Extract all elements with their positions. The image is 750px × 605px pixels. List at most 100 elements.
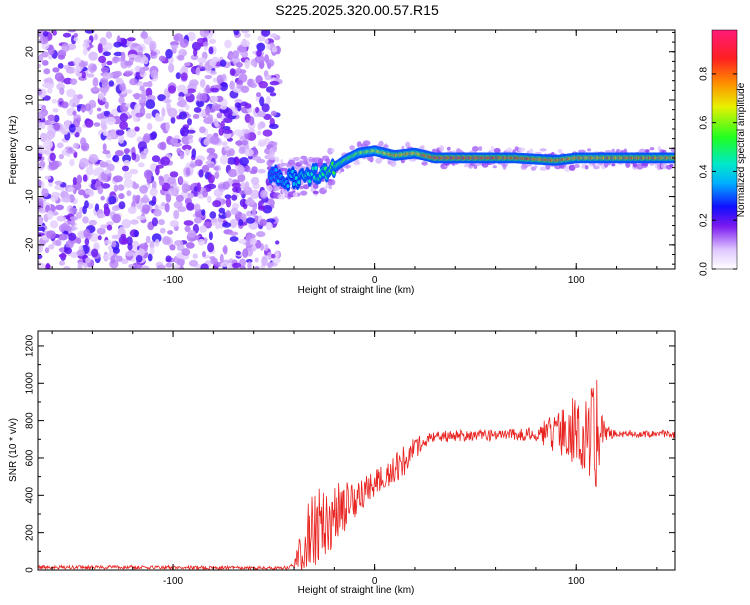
heatmap-noise-cell [87, 63, 97, 73]
y-tick-label: 200 [25, 524, 36, 541]
colorbar-tick-label: 0.8 [699, 67, 710, 81]
heatmap-noise-cell [96, 113, 105, 120]
heatmap-noise-cell [244, 33, 251, 38]
heatmap-noise-cell [47, 87, 53, 94]
heatmap-noise-cell [221, 73, 227, 80]
heatmap-noise-cell [55, 204, 64, 211]
heatmap-halo-cell [325, 158, 331, 165]
heatmap-halo-cell [669, 163, 674, 168]
colorbar-label: Normalized spectral amplitude [736, 82, 747, 217]
heatmap-noise-cell [185, 167, 191, 176]
y-tick-label: 800 [25, 412, 36, 429]
heatmap-noise-cell [39, 132, 48, 143]
heatmap-noise-cell [99, 37, 107, 46]
heatmap-noise-cell [44, 247, 50, 254]
heatmap-noise-cell [116, 129, 125, 136]
heatmap-noise-cell [270, 110, 277, 117]
heatmap-noise-cell [264, 244, 269, 251]
heatmap-noise-cell [238, 146, 246, 155]
heatmap-noise-cell [149, 247, 155, 255]
heatmap-noise-cell [91, 179, 97, 185]
heatmap-noise-cell [118, 193, 125, 200]
heatmap-noise-cell [126, 37, 136, 42]
heatmap-noise-cell [102, 72, 112, 80]
colorbar-tick-label: 0.0 [699, 262, 710, 276]
heatmap-noise-cell [187, 118, 192, 126]
heatmap-noise-cell [161, 182, 171, 192]
heatmap-halo-cell [611, 148, 615, 153]
heatmap-noise-cell [86, 73, 95, 78]
heatmap-noise-cell [240, 39, 250, 48]
heatmap-noise-cell [45, 262, 51, 269]
heatmap-halo-cell [644, 149, 650, 153]
heatmap-halo-cell [439, 145, 445, 152]
heatmap-halo-cell [490, 145, 495, 153]
heatmap-noise-cell [154, 239, 160, 247]
heatmap-noise-cell [138, 247, 143, 256]
heatmap-noise-cell [255, 106, 260, 114]
heatmap-noise-cell [154, 116, 165, 122]
heatmap-noise-cell [208, 38, 217, 44]
heatmap-noise-cell [133, 262, 138, 269]
heatmap-noise-cell [235, 62, 243, 68]
heatmap-noise-cell [122, 165, 129, 172]
heatmap-noise-cell [193, 48, 198, 57]
heatmap-noise-cell [46, 230, 56, 240]
heatmap-noise-cell [172, 264, 181, 269]
heatmap-noise-cell [143, 169, 153, 180]
heatmap-noise-cell [118, 96, 125, 105]
heatmap-noise-cell [142, 194, 149, 204]
heatmap-noise-cell [88, 51, 98, 61]
heatmap-noise-cell [134, 126, 140, 132]
heatmap-noise-cell [160, 156, 171, 166]
spectrogram-plot-frame [37, 29, 676, 270]
x-tick-label: -100 [163, 275, 183, 286]
heatmap-noise-cell [149, 240, 155, 249]
heatmap-noise-cell [158, 219, 165, 226]
heatmap-noise-cell [125, 89, 133, 94]
heatmap-noise-cell [234, 99, 243, 104]
heatmap-noise-cell [76, 249, 85, 257]
heatmap-noise-cell [133, 230, 139, 238]
heatmap-noise-cell [152, 195, 157, 205]
heatmap-noise-cell [94, 33, 98, 41]
heatmap-noise-cell [231, 202, 240, 210]
heatmap-noise-cell [210, 257, 218, 265]
heatmap-noise-cell [47, 114, 55, 121]
heatmap-noise-cell [181, 183, 190, 194]
heatmap-noise-cell [157, 94, 166, 102]
heatmap-halo-cell [349, 145, 355, 151]
heatmap-noise-cell [207, 195, 212, 204]
heatmap-noise-cell [262, 129, 273, 137]
heatmap-noise-cell [264, 38, 269, 44]
x-tick-label: 100 [568, 576, 585, 587]
heatmap-noise-cell [211, 217, 219, 226]
heatmap-noise-cell [158, 175, 164, 181]
heatmap-noise-cell [168, 63, 175, 73]
y-tick-label: 20 [25, 46, 36, 58]
heatmap-noise-cell [58, 154, 64, 160]
heatmap-noise-cell [51, 98, 58, 104]
heatmap-noise-cell [167, 188, 177, 196]
heatmap-noise-cell [139, 185, 149, 194]
colorbar-tick-label: 0.6 [699, 115, 710, 129]
heatmap-noise-cell [200, 263, 209, 269]
heatmap-noise-cell [113, 175, 123, 183]
heatmap-noise-cell [68, 232, 77, 241]
heatmap-noise-cell [105, 31, 113, 39]
heatmap-halo-cell [280, 167, 288, 172]
heatmap-noise-cell [231, 182, 241, 188]
heatmap-noise-cell [111, 205, 120, 212]
heatmap-noise-cell [97, 213, 106, 219]
heatmap-halo-cell [328, 185, 332, 190]
heatmap-noise-cell [91, 248, 99, 258]
heatmap-noise-cell [267, 62, 272, 70]
heatmap-noise-cell [48, 244, 55, 250]
heatmap-halo-cell [534, 165, 538, 169]
heatmap-noise-cell [57, 233, 68, 241]
heatmap-noise-cell [81, 71, 86, 79]
heatmap-noise-cell [219, 59, 227, 67]
heatmap-noise-cell [38, 214, 43, 223]
heatmap-noise-cell [41, 51, 49, 58]
